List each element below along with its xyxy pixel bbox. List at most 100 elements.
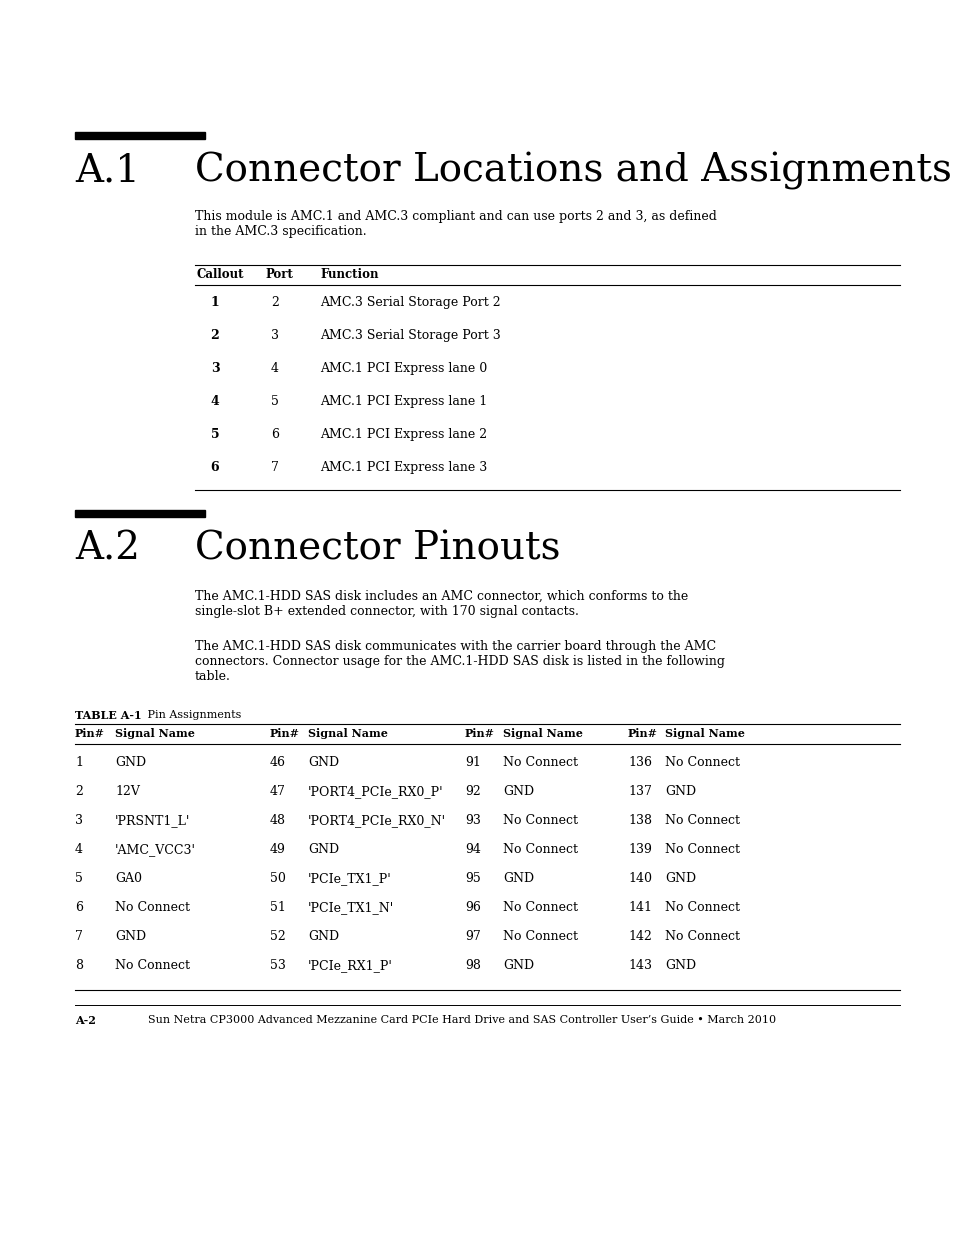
Text: 7: 7	[271, 461, 278, 474]
Text: 8: 8	[75, 960, 83, 972]
Text: AMC.1 PCI Express lane 2: AMC.1 PCI Express lane 2	[319, 429, 487, 441]
Text: 137: 137	[627, 785, 651, 798]
Text: Signal Name: Signal Name	[502, 727, 582, 739]
Text: GA0: GA0	[115, 872, 142, 885]
Text: 3: 3	[75, 814, 83, 827]
Text: A-2: A-2	[75, 1015, 95, 1026]
Text: 53: 53	[270, 960, 286, 972]
Text: 48: 48	[270, 814, 286, 827]
Text: No Connect: No Connect	[664, 930, 740, 944]
Text: 143: 143	[627, 960, 651, 972]
Text: 1: 1	[75, 756, 83, 769]
Text: 2: 2	[211, 329, 219, 342]
Text: No Connect: No Connect	[664, 844, 740, 856]
Text: GND: GND	[502, 960, 534, 972]
Text: Signal Name: Signal Name	[664, 727, 744, 739]
Text: 5: 5	[271, 395, 278, 408]
Text: 93: 93	[464, 814, 480, 827]
Text: 136: 136	[627, 756, 651, 769]
Text: No Connect: No Connect	[664, 756, 740, 769]
Text: 4: 4	[75, 844, 83, 856]
Text: 'PCIe_TX1_N': 'PCIe_TX1_N'	[308, 902, 394, 914]
Text: 142: 142	[627, 930, 651, 944]
Text: No Connect: No Connect	[664, 814, 740, 827]
Text: 92: 92	[464, 785, 480, 798]
Text: AMC.1 PCI Express lane 0: AMC.1 PCI Express lane 0	[319, 362, 487, 375]
Text: A.1: A.1	[75, 152, 140, 189]
Text: 4: 4	[211, 395, 219, 408]
Text: 6: 6	[211, 461, 219, 474]
Text: 139: 139	[627, 844, 651, 856]
Text: 'AMC_VCC3': 'AMC_VCC3'	[115, 844, 195, 856]
Text: GND: GND	[115, 756, 146, 769]
Text: 'PCIe_RX1_P': 'PCIe_RX1_P'	[308, 960, 393, 972]
Text: 'PORT4_PCIe_RX0_N': 'PORT4_PCIe_RX0_N'	[308, 814, 446, 827]
Text: 'PRSNT1_L': 'PRSNT1_L'	[115, 814, 191, 827]
Text: 97: 97	[464, 930, 480, 944]
Text: No Connect: No Connect	[502, 814, 578, 827]
Text: 52: 52	[270, 930, 286, 944]
Text: Connector Pinouts: Connector Pinouts	[194, 530, 560, 567]
Text: Connector Locations and Assignments: Connector Locations and Assignments	[194, 152, 951, 190]
Text: 'PORT4_PCIe_RX0_P': 'PORT4_PCIe_RX0_P'	[308, 785, 443, 798]
Text: 51: 51	[270, 902, 286, 914]
Text: Callout: Callout	[196, 268, 244, 282]
Text: GND: GND	[502, 872, 534, 885]
Text: Pin#: Pin#	[75, 727, 105, 739]
Text: GND: GND	[664, 872, 696, 885]
Text: 49: 49	[270, 844, 286, 856]
Text: GND: GND	[115, 930, 146, 944]
Text: No Connect: No Connect	[502, 844, 578, 856]
Text: 91: 91	[464, 756, 480, 769]
Text: 7: 7	[75, 930, 83, 944]
Text: Port: Port	[265, 268, 293, 282]
Text: 96: 96	[464, 902, 480, 914]
Text: No Connect: No Connect	[115, 960, 190, 972]
Text: 3: 3	[211, 362, 219, 375]
Text: AMC.1 PCI Express lane 3: AMC.1 PCI Express lane 3	[319, 461, 487, 474]
Text: This module is AMC.1 and AMC.3 compliant and can use ports 2 and 3, as defined
i: This module is AMC.1 and AMC.3 compliant…	[194, 210, 716, 238]
Bar	[75, 510, 205, 517]
Text: 46: 46	[270, 756, 286, 769]
Text: 5: 5	[75, 872, 83, 885]
Text: GND: GND	[502, 785, 534, 798]
Text: GND: GND	[664, 785, 696, 798]
Text: GND: GND	[308, 756, 338, 769]
Text: A.2: A.2	[75, 530, 140, 567]
Text: No Connect: No Connect	[115, 902, 190, 914]
Text: 6: 6	[75, 902, 83, 914]
Text: Pin#: Pin#	[464, 727, 495, 739]
Text: 12V: 12V	[115, 785, 140, 798]
Text: 6: 6	[271, 429, 278, 441]
Text: The AMC.1-HDD SAS disk includes an AMC connector, which conforms to the
single-s: The AMC.1-HDD SAS disk includes an AMC c…	[194, 590, 687, 618]
Text: GND: GND	[664, 960, 696, 972]
Text: Signal Name: Signal Name	[115, 727, 194, 739]
Bar	[75, 132, 205, 140]
Text: No Connect: No Connect	[664, 902, 740, 914]
Text: 4: 4	[271, 362, 278, 375]
Text: Pin#: Pin#	[627, 727, 658, 739]
Text: GND: GND	[308, 930, 338, 944]
Text: GND: GND	[308, 844, 338, 856]
Text: The AMC.1-HDD SAS disk communicates with the carrier board through the AMC
conne: The AMC.1-HDD SAS disk communicates with…	[194, 640, 724, 683]
Text: Pin Assignments: Pin Assignments	[137, 710, 241, 720]
Text: 3: 3	[271, 329, 278, 342]
Text: 50: 50	[270, 872, 286, 885]
Text: 2: 2	[271, 296, 278, 309]
Text: Sun Netra CP3000 Advanced Mezzanine Card PCIe Hard Drive and SAS Controller User: Sun Netra CP3000 Advanced Mezzanine Card…	[148, 1015, 776, 1025]
Text: Function: Function	[319, 268, 378, 282]
Text: No Connect: No Connect	[502, 902, 578, 914]
Text: 140: 140	[627, 872, 651, 885]
Text: 5: 5	[211, 429, 219, 441]
Text: 138: 138	[627, 814, 651, 827]
Text: 'PCIe_TX1_P': 'PCIe_TX1_P'	[308, 872, 392, 885]
Text: 95: 95	[464, 872, 480, 885]
Text: Pin#: Pin#	[270, 727, 299, 739]
Text: 1: 1	[211, 296, 219, 309]
Text: 141: 141	[627, 902, 651, 914]
Text: 47: 47	[270, 785, 286, 798]
Text: 2: 2	[75, 785, 83, 798]
Text: No Connect: No Connect	[502, 756, 578, 769]
Text: Signal Name: Signal Name	[308, 727, 388, 739]
Text: AMC.3 Serial Storage Port 3: AMC.3 Serial Storage Port 3	[319, 329, 500, 342]
